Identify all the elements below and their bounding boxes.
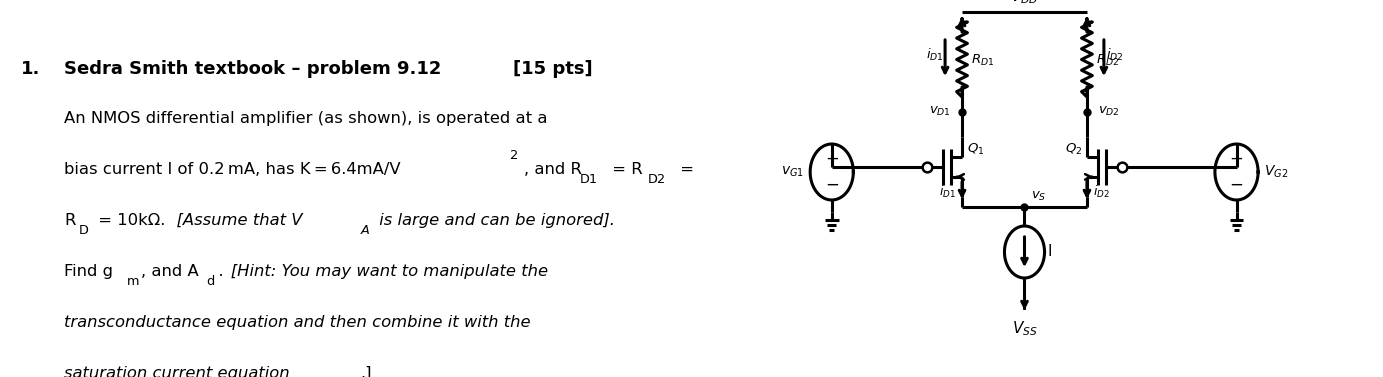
Text: A: A — [361, 224, 369, 237]
Text: $v_{G1}$: $v_{G1}$ — [781, 165, 804, 179]
Text: −: − — [1229, 176, 1243, 194]
Text: m: m — [127, 275, 140, 288]
Text: R: R — [64, 213, 76, 228]
Text: = R: = R — [607, 162, 643, 177]
Text: = 10kΩ.: = 10kΩ. — [94, 213, 165, 228]
Text: $v_{D2}$: $v_{D2}$ — [1098, 104, 1120, 118]
Text: is large and can be ignored].: is large and can be ignored]. — [376, 213, 615, 228]
Text: $i_{D1}$: $i_{D1}$ — [939, 184, 956, 200]
Text: .  [Hint: You may want to manipulate the: . [Hint: You may want to manipulate the — [220, 264, 549, 279]
Text: $v_S$: $v_S$ — [1030, 190, 1046, 203]
Text: $Q_1$: $Q_1$ — [967, 142, 985, 157]
Text: $R_{D2}$: $R_{D2}$ — [1097, 52, 1119, 67]
Text: An NMOS differential amplifier (as shown), is operated at a: An NMOS differential amplifier (as shown… — [64, 111, 548, 126]
Text: −: − — [824, 176, 838, 194]
Text: $i_{D1}$: $i_{D1}$ — [927, 47, 945, 63]
Text: .]: .] — [361, 366, 372, 377]
Text: +: + — [824, 150, 838, 168]
Text: D2: D2 — [649, 173, 667, 186]
Text: $Q_2$: $Q_2$ — [1065, 142, 1083, 157]
Text: $V_{SS}$: $V_{SS}$ — [1012, 319, 1037, 338]
Text: D: D — [79, 224, 89, 237]
Text: , and R: , and R — [524, 162, 581, 177]
Text: 1.: 1. — [21, 60, 40, 78]
Text: , and A: , and A — [141, 264, 199, 279]
Text: Find g: Find g — [64, 264, 113, 279]
Text: $V_{DD}$: $V_{DD}$ — [1011, 0, 1039, 6]
Text: [15 pts]: [15 pts] — [513, 60, 592, 78]
Text: $V_{G2}$: $V_{G2}$ — [1264, 164, 1289, 180]
Text: [Assume that V: [Assume that V — [170, 213, 301, 228]
Text: =: = — [675, 162, 694, 177]
Text: D1: D1 — [579, 173, 597, 186]
Text: $v_{D1}$: $v_{D1}$ — [929, 104, 952, 118]
Text: +: + — [1229, 150, 1243, 168]
Text: $i_{D2}$: $i_{D2}$ — [1093, 184, 1111, 200]
Text: transconductance equation and then combine it with the: transconductance equation and then combi… — [64, 315, 531, 330]
Text: $i_{D2}$: $i_{D2}$ — [1106, 47, 1123, 63]
Text: saturation current equation: saturation current equation — [64, 366, 289, 377]
Text: Sedra Smith textbook – problem 9.12: Sedra Smith textbook – problem 9.12 — [64, 60, 441, 78]
Text: $R_{D1}$: $R_{D1}$ — [971, 52, 994, 67]
Text: I: I — [1048, 245, 1052, 259]
Text: d: d — [206, 275, 214, 288]
Text: bias current I of 0.2 mA, has K = 6.4mA/V: bias current I of 0.2 mA, has K = 6.4mA/… — [64, 162, 401, 177]
Text: 2: 2 — [510, 149, 519, 162]
